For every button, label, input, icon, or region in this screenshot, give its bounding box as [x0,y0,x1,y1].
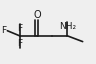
Text: F: F [1,26,6,35]
Text: O: O [33,10,41,20]
Text: F: F [17,24,22,33]
Text: NH₂: NH₂ [59,22,76,31]
Text: F: F [17,39,22,48]
